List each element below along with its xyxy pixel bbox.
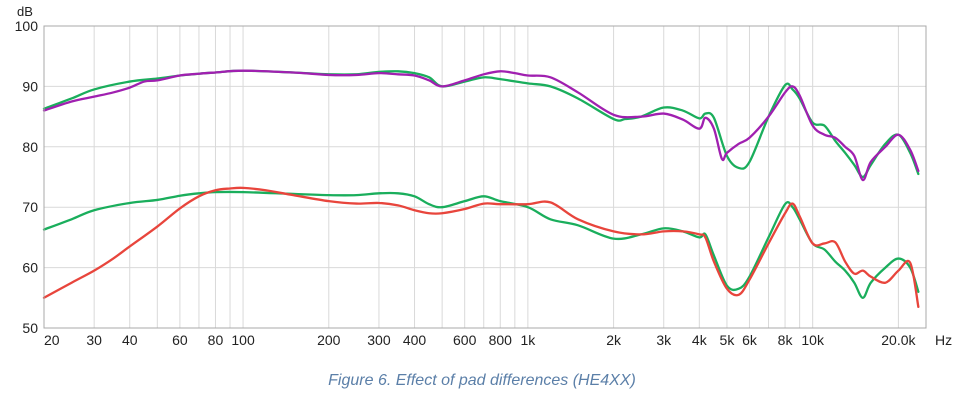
x-tick-label: 100 xyxy=(231,332,255,348)
plot-frame xyxy=(43,25,927,329)
series-line-upper-purple xyxy=(42,69,920,182)
x-tick-label: 10k xyxy=(801,332,825,348)
x-tick-label: 60 xyxy=(172,332,188,348)
y-tick-label: 70 xyxy=(22,199,38,215)
series-lines xyxy=(42,69,920,309)
x-tick-label: 800 xyxy=(489,332,513,348)
x-tick-label: 40 xyxy=(122,332,138,348)
x-tick-label: 400 xyxy=(403,332,427,348)
x-tick-label: 30 xyxy=(86,332,102,348)
x-tick-label: 3k xyxy=(656,332,672,348)
series-line-lower-red xyxy=(42,186,920,309)
figure-caption: Figure 6. Effect of pad differences (HE4… xyxy=(328,372,636,389)
x-axis-ticks: 20 30 40 60 80 100 200 300 400 600 800 1k 2k 3k 4k 5k 6k… xyxy=(44,332,917,348)
x-tick-label: 1k xyxy=(520,332,536,348)
y-axis-ticks: 50 60 70 80 90 100 xyxy=(15,18,39,336)
frequency-response-chart: 50 60 70 80 90 100 20 30 40 60 80 100 200 300 400 600 8… xyxy=(15,4,952,348)
y-tick-label: 50 xyxy=(22,320,38,336)
y-axis-unit-label: dB xyxy=(17,4,33,19)
y-tick-label: 100 xyxy=(15,18,39,34)
x-tick-label: 600 xyxy=(453,332,477,348)
series-line-lower-green xyxy=(42,190,920,299)
x-tick-label: 8k xyxy=(778,332,794,348)
x-tick-label: 80 xyxy=(208,332,224,348)
plot-background xyxy=(44,26,926,328)
x-tick-label: 20 xyxy=(44,332,60,348)
y-tick-label: 90 xyxy=(22,78,38,94)
x-tick-label: 300 xyxy=(367,332,391,348)
x-tick-label: 20.0k xyxy=(881,332,916,348)
y-tick-label: 60 xyxy=(22,260,38,276)
x-axis-unit-label: Hz xyxy=(935,332,952,348)
x-tick-label: 2k xyxy=(606,332,622,348)
x-tick-label: 4k xyxy=(692,332,708,348)
x-tick-label: 6k xyxy=(742,332,758,348)
y-tick-label: 80 xyxy=(22,139,38,155)
x-tick-label: 200 xyxy=(317,332,341,348)
x-tick-label: 5k xyxy=(720,332,736,348)
